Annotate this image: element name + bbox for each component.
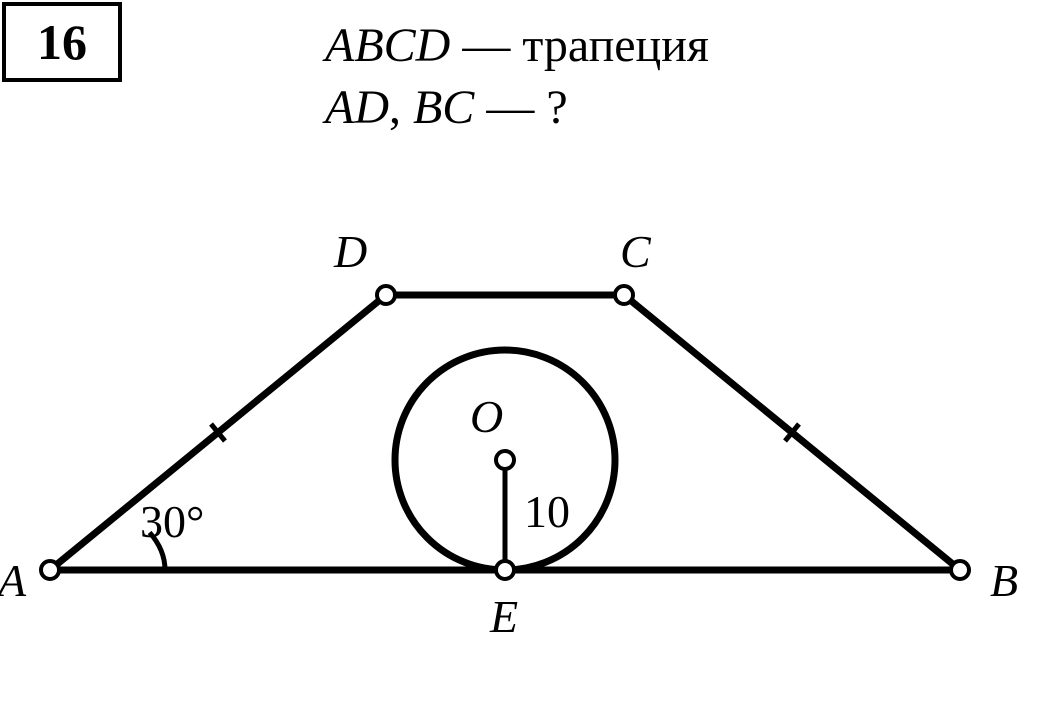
geometry-svg	[0, 0, 1050, 719]
diagram: A B C D O E 30° 10	[0, 0, 1050, 719]
